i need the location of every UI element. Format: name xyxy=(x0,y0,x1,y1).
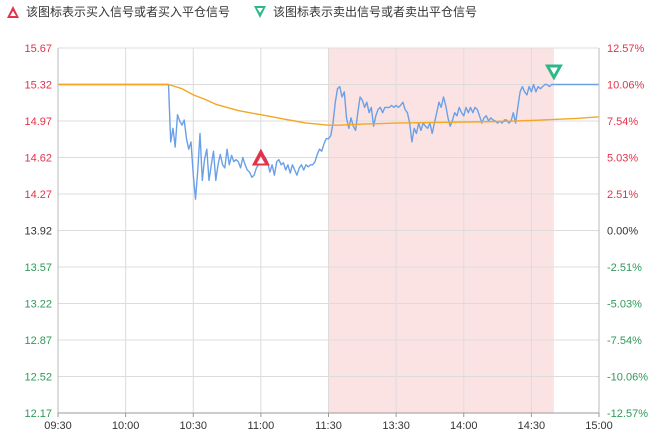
y-tick-label-right: -10.06% xyxy=(607,372,648,384)
x-tick-label: 13:30 xyxy=(382,420,410,432)
y-tick-label-right: 12.57% xyxy=(607,43,645,55)
legend-sell-label: 该图标表示卖出信号或者卖出平仓信号 xyxy=(273,5,478,19)
sell-signal-icon xyxy=(254,5,266,18)
x-tick-label: 09:30 xyxy=(44,420,72,432)
y-tick-label-right: 10.06% xyxy=(607,80,645,92)
y-tick-label-left: 15.32 xyxy=(24,80,52,92)
y-tick-label-right: 5.03% xyxy=(607,153,638,165)
y-tick-label-left: 12.52 xyxy=(24,372,52,384)
y-tick-label-left: 13.57 xyxy=(24,262,52,274)
x-tick-label: 10:00 xyxy=(112,420,140,432)
y-tick-label-right: -12.57% xyxy=(607,408,648,420)
x-tick-label: 15:00 xyxy=(585,420,613,432)
y-tick-label-right: -5.03% xyxy=(607,299,642,311)
legend-buy: 该图标表示买入信号或者买入平仓信号 xyxy=(6,3,230,20)
y-tick-label-right: 2.51% xyxy=(607,189,638,201)
buy-signal-icon xyxy=(7,5,19,18)
y-tick-label-left: 14.62 xyxy=(24,153,52,165)
x-tick-label: 11:00 xyxy=(248,420,275,432)
axis-layer: 15.67 12.57% 15.32 10.06% 14.97 7.54% 14.62 5.0… xyxy=(24,43,648,432)
legend: 该图标表示买入信号或者买入平仓信号 该图标表示卖出信号或者卖出平仓信号 xyxy=(0,0,661,22)
marker-layer xyxy=(251,64,563,166)
average-line xyxy=(58,83,600,126)
legend-buy-label: 该图标表示买入信号或者买入平仓信号 xyxy=(26,5,231,19)
y-tick-label-left: 13.22 xyxy=(24,299,52,311)
price-line xyxy=(58,83,599,200)
y-tick-label-right: -7.54% xyxy=(607,335,642,347)
y-tick-label-right: 7.54% xyxy=(607,116,638,128)
y-tick-label-right: -2.51% xyxy=(607,262,642,274)
sell-signal-marker-inner xyxy=(549,67,558,75)
y-tick-label-left: 12.17 xyxy=(24,408,52,420)
series-layer xyxy=(58,83,600,200)
y-tick-label-left: 12.87 xyxy=(24,335,52,347)
y-tick-label-right: 0.00% xyxy=(607,226,638,238)
y-tick-label-left: 14.27 xyxy=(24,189,52,201)
x-tick-label: 10:30 xyxy=(179,420,207,432)
buy-signal-marker-inner xyxy=(256,156,265,164)
legend-sell: 该图标表示卖出信号或者卖出平仓信号 xyxy=(253,3,477,20)
y-tick-label-left: 14.97 xyxy=(24,116,52,128)
y-tick-label-left: 13.92 xyxy=(24,226,52,238)
x-tick-label: 11:30 xyxy=(315,420,342,432)
x-tick-label: 14:30 xyxy=(518,420,546,432)
x-tick-label: 14:00 xyxy=(450,420,478,432)
y-tick-label-left: 15.67 xyxy=(24,43,52,55)
